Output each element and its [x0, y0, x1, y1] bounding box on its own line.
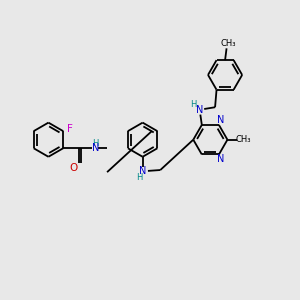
Text: O: O [69, 163, 78, 173]
Text: N: N [217, 154, 224, 164]
Text: N: N [196, 105, 203, 115]
Text: N: N [217, 115, 224, 125]
Text: N: N [92, 143, 99, 153]
Text: F: F [67, 124, 73, 134]
Text: CH₃: CH₃ [235, 135, 251, 144]
Text: CH₃: CH₃ [221, 38, 236, 47]
Text: N: N [139, 166, 147, 176]
Text: H: H [190, 100, 197, 109]
Text: H: H [136, 173, 143, 182]
Text: H: H [92, 139, 99, 148]
